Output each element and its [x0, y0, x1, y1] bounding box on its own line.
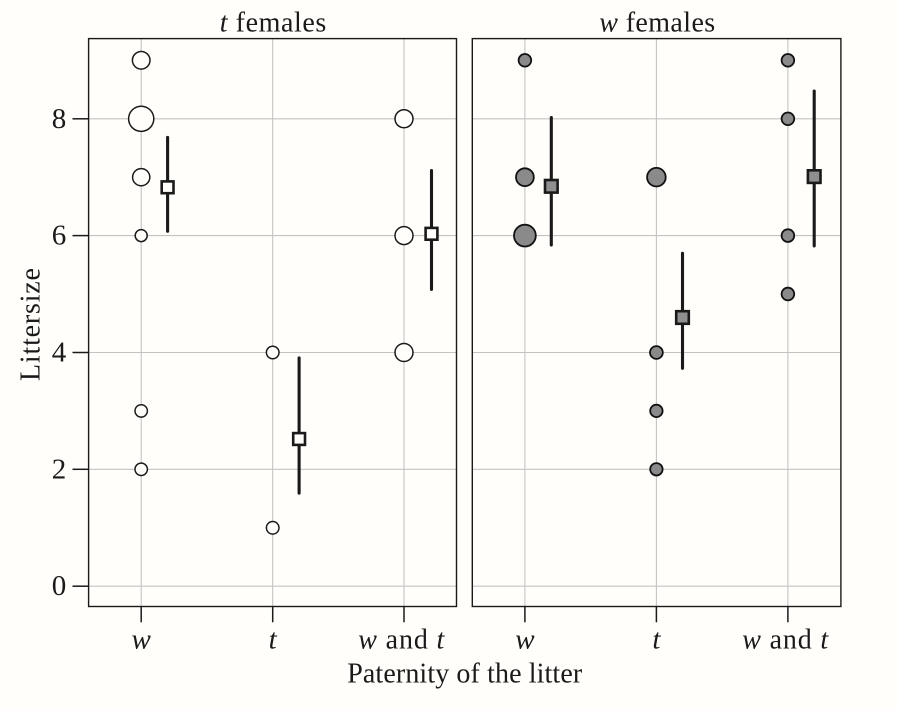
svg-text:8: 8: [52, 103, 67, 135]
svg-text:Littersize: Littersize: [16, 268, 47, 381]
svg-text:6: 6: [52, 220, 67, 252]
svg-text:w females: w females: [599, 8, 715, 39]
svg-text:w: w: [515, 624, 535, 656]
svg-text:2: 2: [52, 453, 67, 485]
svg-text:0: 0: [52, 570, 67, 602]
svg-text:w: w: [132, 624, 152, 656]
svg-text:t: t: [652, 624, 661, 656]
svg-text:t: t: [269, 624, 278, 656]
svg-text:Paternity of the litter: Paternity of the litter: [347, 659, 583, 690]
svg-text:t females: t females: [220, 8, 327, 39]
svg-text:w and t: w and t: [742, 625, 829, 656]
svg-text:w and t: w and t: [358, 625, 445, 656]
svg-text:4: 4: [52, 337, 67, 369]
